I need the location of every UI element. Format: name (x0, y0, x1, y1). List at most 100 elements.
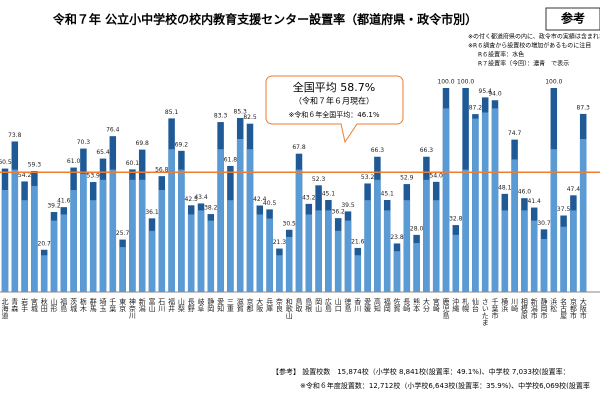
value-label: 28.0 (410, 225, 424, 232)
x-tick-label: 栃木 (79, 297, 87, 313)
bar (530, 220, 538, 292)
callout (265, 75, 404, 144)
x-tick-label: 青森 (11, 297, 19, 313)
value-label: 100.0 (545, 79, 562, 86)
x-tick-label: さいたま (481, 298, 489, 326)
bar (109, 169, 117, 292)
value-label: 42.4 (253, 196, 267, 203)
x-tick-label: 千葉市 (491, 297, 499, 320)
value-label: 30.5 (283, 220, 297, 227)
x-tick-label: 徳島 (344, 297, 352, 313)
value-label: 61.8 (224, 156, 238, 163)
bar (227, 200, 234, 292)
bar (550, 149, 558, 292)
legend-label: R６設置率：水色 (478, 51, 524, 59)
x-tick-label: 山梨 (177, 297, 185, 313)
x-tick-label: 福岡 (383, 297, 391, 313)
x-tick-label: 石川 (158, 298, 166, 312)
bar (168, 149, 175, 292)
x-tick-label: 岡山 (315, 298, 323, 313)
x-tick-label: 三重 (226, 298, 234, 312)
value-label: 43.2 (302, 194, 316, 201)
bar (148, 230, 156, 292)
x-tick-label: 新潟 (138, 297, 146, 313)
x-tick-label: 長野 (187, 298, 195, 312)
bar (99, 179, 107, 292)
value-label: 52.9 (400, 175, 414, 182)
bar (579, 139, 587, 292)
value-label: 67.8 (292, 144, 306, 151)
value-label: 61.0 (67, 158, 81, 165)
value-label: 47.4 (567, 186, 581, 193)
value-label: 54.2 (18, 172, 32, 179)
average-label: 全国平均 58.7% (293, 80, 375, 94)
x-tick-label: 沖縄 (452, 297, 460, 312)
x-tick-label: 相模原 (520, 297, 528, 319)
bar (80, 173, 87, 292)
value-label: 59.3 (28, 162, 42, 169)
value-label: 54.0 (430, 172, 444, 179)
x-tick-label: 仙台 (471, 297, 479, 313)
value-label: 60.1 (126, 160, 140, 167)
bar (413, 243, 420, 292)
x-tick-label: 横浜 (501, 297, 509, 313)
value-label: 32.8 (449, 216, 463, 223)
bar (285, 236, 293, 292)
footer: 【参考】 設置校数 15,874校（小学校 8,841校(設置率：49.1%)、… (272, 367, 570, 376)
value-label: 21.6 (351, 238, 365, 245)
note: ※R６調査から設置校の増加があるものに注目 (468, 42, 591, 50)
bar (560, 226, 567, 292)
bar (393, 251, 401, 292)
value-label: 42.5 (185, 196, 199, 203)
value-label: 69.8 (136, 140, 150, 147)
x-tick-label: 富山 (148, 297, 156, 313)
bar (403, 200, 411, 292)
bar (481, 112, 489, 292)
value-label: 95.4 (479, 88, 493, 95)
value-label: 87.3 (577, 104, 591, 111)
x-tick-label: 札幌 (462, 297, 470, 313)
bar (501, 210, 509, 292)
value-label: 40.5 (263, 200, 277, 207)
bar (1, 190, 9, 292)
plot: 60.5 北海道 73.8 青森 54.2 岩手 59.3 宮城 20.7 秋田 39.2 山形 41.… (0, 78, 600, 326)
chart-title: 令和７年 公立小中学校の校内教育支援センター設置率（都道府県・政令市別） (52, 12, 477, 27)
bar (21, 200, 28, 292)
x-tick-label: 秋田 (40, 297, 48, 313)
x-tick-label: 岐阜 (197, 297, 205, 313)
bar (207, 220, 215, 292)
x-tick-label: 長崎 (403, 298, 411, 312)
bar (354, 255, 362, 292)
value-label: 36.2 (332, 209, 346, 216)
x-tick-label: 島根 (305, 297, 313, 313)
value-label: 36.1 (145, 209, 159, 216)
x-tick-label: 鳥取 (295, 297, 303, 313)
bar (491, 108, 499, 293)
bar (472, 118, 479, 292)
x-tick-label: 北海道 (1, 298, 9, 320)
value-label: 46.0 (518, 189, 532, 196)
value-label: 73.8 (8, 132, 22, 139)
x-tick-label: 愛知 (217, 297, 225, 313)
x-tick-label: 和歌山 (285, 297, 293, 320)
x-tick-label: 大阪市 (579, 297, 587, 320)
x-tick-label: 佐賀 (393, 297, 401, 313)
bar (511, 159, 518, 292)
value-label: 45.1 (322, 190, 336, 197)
value-label: 53.2 (361, 174, 375, 181)
bar (305, 214, 313, 292)
bar (442, 108, 450, 293)
bar (158, 190, 166, 292)
bar (178, 169, 185, 292)
x-tick-label: 大阪 (256, 297, 264, 313)
x-tick-label: 愛媛 (364, 297, 372, 313)
x-tick-label: 名古屋 (560, 297, 568, 320)
bar (197, 210, 205, 292)
x-tick-label: 千葉 (109, 297, 117, 313)
value-label: 56.8 (155, 167, 169, 174)
bar (364, 200, 371, 292)
bar (217, 149, 224, 292)
value-label: 74.7 (508, 130, 522, 137)
bar (70, 190, 77, 292)
average-date: （令和７年６月現在） (294, 96, 374, 106)
